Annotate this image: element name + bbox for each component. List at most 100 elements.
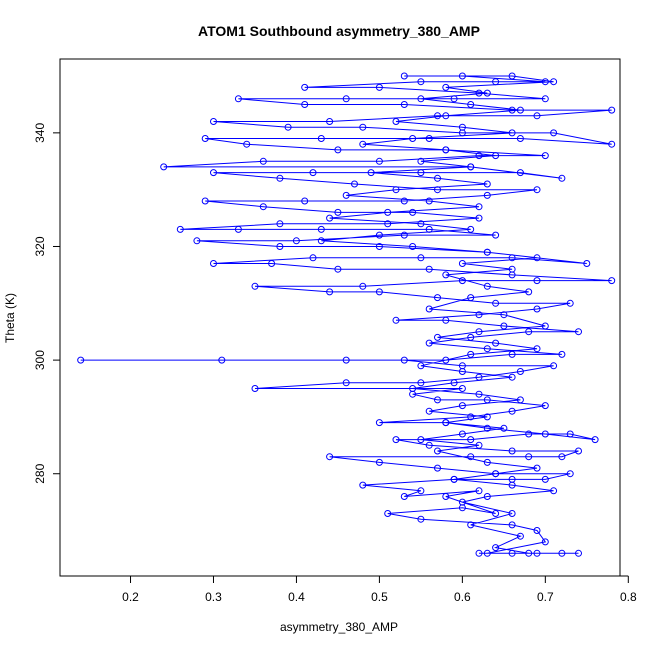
- data-point: [326, 214, 334, 222]
- data-point: [434, 294, 441, 302]
- data-point: [442, 83, 450, 91]
- y-tick-label: 320: [33, 236, 47, 256]
- data-point: [533, 464, 541, 472]
- data-point: [508, 521, 516, 529]
- data-point: [541, 475, 549, 483]
- data-point: [384, 510, 392, 517]
- data-point: [359, 481, 367, 489]
- data-point: [467, 453, 475, 461]
- data-point: [558, 174, 566, 182]
- data-point: [541, 95, 549, 103]
- data-point: [210, 260, 217, 267]
- data-point: [442, 112, 450, 120]
- data-point: [475, 549, 483, 557]
- data-point: [508, 549, 516, 557]
- data-point: [550, 129, 558, 137]
- data-point: [558, 453, 566, 461]
- data-point: [417, 362, 425, 370]
- data-point: [475, 214, 483, 222]
- data-point: [541, 430, 549, 438]
- data-point: [442, 146, 450, 154]
- y-tick-label: 300: [33, 350, 47, 370]
- data-point: [483, 413, 491, 421]
- data-point: [467, 225, 475, 233]
- data-point: [516, 368, 524, 375]
- data-point: [516, 532, 524, 540]
- data-point: [392, 186, 400, 194]
- data-point: [417, 515, 425, 523]
- data-point: [550, 362, 558, 370]
- data-point: [351, 180, 358, 188]
- data-point: [434, 174, 441, 182]
- data-point: [475, 152, 483, 160]
- data-point: [409, 208, 417, 216]
- data-point: [400, 493, 408, 500]
- data-point: [475, 390, 483, 398]
- data-point: [516, 106, 524, 114]
- data-point: [458, 368, 466, 375]
- data-point: [475, 89, 483, 97]
- data-point: [375, 288, 383, 296]
- data-point: [392, 316, 400, 324]
- data-point: [508, 129, 516, 137]
- data-point: [467, 350, 475, 358]
- data-point: [533, 112, 541, 120]
- data-point: [550, 487, 558, 495]
- data-point: [608, 140, 616, 148]
- data-point: [425, 305, 433, 313]
- data-point: [375, 83, 383, 91]
- data-point: [533, 254, 541, 262]
- data-point: [276, 174, 284, 182]
- data-point: [533, 186, 541, 194]
- data-point: [384, 220, 392, 228]
- data-point: [483, 191, 491, 199]
- data-point: [533, 527, 541, 534]
- data-point: [450, 95, 458, 103]
- data-point: [575, 328, 582, 336]
- data-point: [558, 350, 566, 358]
- data-point: [541, 538, 549, 546]
- data-point: [525, 430, 533, 438]
- data-point: [193, 237, 201, 245]
- data-point: [342, 379, 350, 387]
- data-point: [442, 419, 450, 427]
- data-point: [210, 169, 217, 177]
- data-point: [309, 254, 317, 262]
- data-point: [417, 487, 425, 495]
- data-point: [458, 277, 466, 285]
- data-point: [508, 373, 516, 381]
- data-point: [301, 101, 309, 108]
- data-point: [508, 350, 516, 358]
- data-point: [359, 123, 367, 131]
- data-point: [591, 436, 599, 444]
- data-point: [417, 157, 425, 165]
- data-point: [317, 135, 325, 142]
- data-point: [508, 447, 516, 455]
- data-point: [483, 248, 491, 256]
- data-point: [434, 112, 441, 120]
- data-point: [210, 118, 217, 125]
- data-point: [334, 265, 342, 273]
- data-point: [234, 95, 242, 103]
- data-point: [483, 396, 491, 404]
- data-point: [400, 231, 408, 239]
- data-point: [467, 333, 475, 341]
- data-point: [475, 487, 483, 495]
- data-point: [218, 356, 226, 364]
- data-point: [201, 135, 209, 142]
- data-point: [309, 169, 317, 177]
- data-point: [251, 282, 259, 290]
- plot-frame: [59, 58, 621, 577]
- data-point: [284, 123, 292, 131]
- data-point: [400, 197, 408, 205]
- data-point: [417, 95, 425, 103]
- data-point: [417, 254, 425, 262]
- data-point: [425, 339, 433, 347]
- data-point: [450, 379, 458, 387]
- data-point: [375, 243, 383, 250]
- data-point: [276, 243, 284, 250]
- data-point: [525, 328, 533, 336]
- data-point: [483, 180, 491, 188]
- x-tick-label: 0.7: [537, 590, 554, 604]
